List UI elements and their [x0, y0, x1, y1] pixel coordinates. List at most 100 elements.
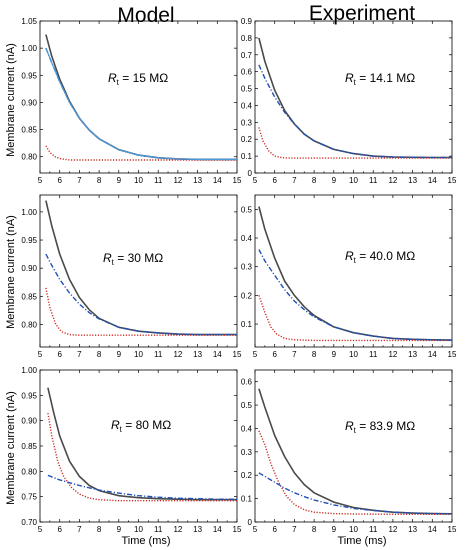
x-tick-label: 13: [193, 525, 202, 534]
x-tick-label: 7: [292, 176, 297, 185]
x-tick-label: 5: [38, 350, 43, 359]
x-tick-label: 8: [312, 176, 317, 185]
y-tick-label: 0.5: [241, 205, 253, 214]
x-tick-label: 5: [38, 176, 43, 185]
y-tick-label: 0.85: [21, 126, 37, 135]
y-tick-label: 0.5: [241, 401, 253, 410]
y-tick-label: 0.4: [241, 424, 253, 433]
x-tick-label: 11: [154, 525, 163, 534]
x-tick-label: 9: [117, 350, 122, 359]
y-tick-label: 0.6: [241, 68, 253, 77]
x-tick-label: 7: [292, 525, 297, 534]
y-tick-label: 0: [248, 169, 253, 178]
x-tick-label: 7: [77, 350, 82, 359]
y-tick-label: 0.7: [241, 51, 253, 60]
y-tick-label: 0.4: [241, 234, 253, 243]
x-tick-label: 14: [428, 525, 437, 534]
plot-frame: [39, 20, 238, 174]
y-tick-label: 0: [248, 518, 253, 527]
x-tick-label: 15: [448, 525, 457, 534]
series-line-dashdot: [258, 64, 452, 159]
y-tick-label: 0.70: [21, 518, 37, 527]
series-line-dotted: [258, 295, 452, 342]
y-tick-label: 0.4: [241, 101, 253, 110]
x-tick-label: 13: [408, 176, 417, 185]
y-tick-label: 0.2: [241, 291, 253, 300]
x-tick-label: 14: [213, 350, 222, 359]
x-tick-label: 8: [97, 176, 102, 185]
plot-frame: [254, 20, 453, 174]
x-tick-label: 13: [408, 350, 417, 359]
x-tick-label: 12: [173, 350, 182, 359]
y-tick-label: 0.95: [21, 71, 37, 80]
x-tick-label: 13: [408, 525, 417, 534]
x-tick-label: 15: [233, 350, 242, 359]
panel-experiment-bottom: 5 6 7 8 9 10 11 12 13 14 15 0 0.1 0.2 0.3 0.4 0.5 0.6 Rt =…: [241, 369, 457, 534]
x-tick-label: 12: [388, 176, 397, 185]
x-tick-label: 7: [292, 350, 297, 359]
x-tick-label: 5: [38, 525, 43, 534]
col-title-experiment: Experiment: [309, 2, 415, 25]
x-tick-label: 8: [312, 350, 317, 359]
series-line-solid: [47, 387, 237, 501]
x-tick-label: 11: [154, 350, 163, 359]
x-tick-label: 15: [448, 176, 457, 185]
x-axis-label-experiment: Time (ms): [337, 535, 386, 547]
x-tick-label: 14: [213, 176, 222, 185]
resistance-annotation: Rt = 80 MΩ: [111, 418, 171, 434]
y-tick-label: 0.2: [241, 135, 253, 144]
series-line-dotted: [45, 145, 237, 161]
x-tick-label: 15: [233, 176, 242, 185]
series-line-dashdot: [45, 253, 237, 336]
panel-experiment-middle: 5 6 7 8 9 10 11 12 13 14 15 0.1 0.2 0.3 0.4 0.5 Rt = 40.…: [241, 194, 457, 359]
y-tick-label: 0.5: [241, 85, 253, 94]
x-tick-label: 15: [233, 525, 242, 534]
x-tick-label: 6: [57, 350, 62, 359]
y-axis-label-middle: Membrane current (nA): [5, 215, 17, 329]
x-tick-label: 10: [134, 525, 143, 534]
panel-model-bottom: 5 6 7 8 9 10 11 12 13 14 15 0.70 0.75 0.80 0.85 0.90 0.9…: [21, 366, 242, 534]
series-line-dotted: [45, 287, 237, 336]
x-tick-label: 13: [193, 350, 202, 359]
y-tick-label: 0.95: [21, 236, 37, 245]
x-tick-label: 12: [388, 525, 397, 534]
series-line-dashdot: [258, 472, 453, 515]
y-tick-label: 0.75: [21, 493, 37, 502]
y-tick-label: 0.3: [241, 263, 253, 272]
resistance-annotation: Rt = 83.9 MΩ: [345, 419, 415, 435]
y-tick-label: 0.95: [21, 391, 37, 400]
resistance-annotation: Rt = 15 MΩ: [108, 71, 168, 87]
y-tick-label: 0.6: [241, 378, 253, 387]
y-tick-label: 0.80: [21, 153, 37, 162]
plot-frame: [254, 369, 453, 523]
y-tick-label: 0.8: [241, 34, 253, 43]
x-tick-label: 6: [272, 350, 277, 359]
x-tick-label: 7: [77, 176, 82, 185]
panel-model-top: 5 6 7 8 9 10 11 12 13 14 15 0.80 0.85 0.90 0.95 1.00 1.0…: [21, 17, 242, 185]
panel-model-middle: 5 6 7 8 9 10 11 12 13 14 15 0.80 0.85 0.90 0.95 1.00 Rt …: [21, 194, 242, 359]
resistance-annotation: Rt = 14.1 MΩ: [345, 71, 415, 87]
y-tick-label: 0.1: [241, 495, 253, 504]
x-tick-label: 9: [117, 176, 122, 185]
series-line-overlay: [45, 47, 237, 160]
x-tick-label: 11: [369, 525, 378, 534]
y-tick-label: 1.00: [21, 208, 37, 217]
x-tick-label: 14: [213, 525, 222, 534]
series-line-solid: [45, 200, 237, 336]
series-line-dotted: [47, 412, 237, 502]
y-axis-label-bottom: Membrane current (nA): [5, 391, 17, 505]
x-tick-label: 13: [193, 176, 202, 185]
x-tick-label: 8: [97, 525, 102, 534]
x-tick-label: 12: [388, 350, 397, 359]
series-line-solid: [258, 388, 453, 515]
col-title-model: Model: [117, 4, 174, 27]
x-tick-label: 8: [312, 525, 317, 534]
series-line-solid: [45, 34, 237, 161]
resistance-annotation: Rt = 30 MΩ: [103, 251, 163, 267]
plot-frame: [39, 194, 238, 348]
x-tick-label: 5: [253, 525, 258, 534]
resistance-annotation: Rt = 40.0 MΩ: [345, 249, 415, 265]
x-tick-label: 6: [57, 176, 62, 185]
series-line-dotted: [258, 127, 452, 159]
